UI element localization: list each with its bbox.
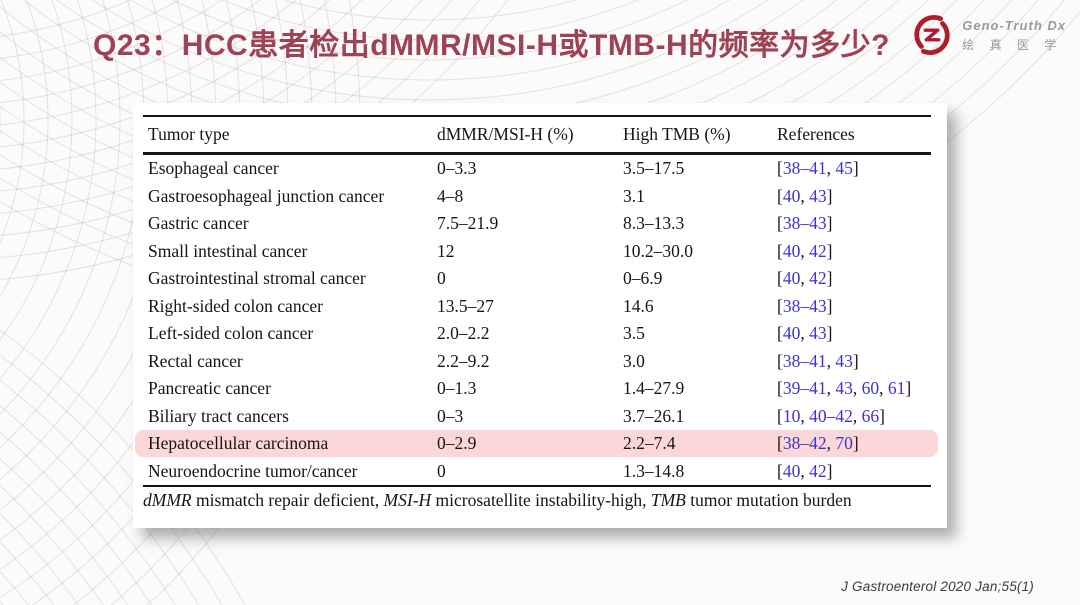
cell-tumor-type: Hepatocellular carcinoma bbox=[148, 433, 329, 453]
geno-truth-logo-icon bbox=[914, 14, 950, 56]
cell-high-tmb: 3.5–17.5 bbox=[623, 158, 685, 178]
table-footnote-row: dMMR mismatch repair deficient, MSI-H mi… bbox=[143, 486, 931, 515]
cell-high-tmb: 3.0 bbox=[623, 350, 645, 371]
table-row: Pancreatic cancer 0–1.3 1.4–27.9 [39–41,… bbox=[143, 375, 931, 403]
column-header-high-tmb: High TMB (%) bbox=[623, 115, 777, 155]
table-row: Neuroendocrine tumor/cancer 0 1.3–14.8 [… bbox=[143, 457, 931, 487]
cell-tumor-type: Neuroendocrine tumor/cancer bbox=[143, 457, 437, 487]
cell-references: [38–43] bbox=[777, 213, 833, 233]
cell-tumor-type: Left-sided colon cancer bbox=[148, 323, 314, 343]
cell-references: [38–43] bbox=[777, 295, 833, 316]
cell-high-tmb: 3.5 bbox=[623, 323, 645, 343]
cell-tumor-type: Pancreatic cancer bbox=[148, 378, 271, 398]
column-header-references: References bbox=[777, 115, 931, 155]
cell-dmmr-msih: 4–8 bbox=[437, 185, 464, 206]
cell-tumor-type: Gastric cancer bbox=[148, 213, 249, 233]
table-header-row: Tumor type dMMR/MSI-H (%) High TMB (%) R… bbox=[143, 115, 931, 155]
table-row: Gastrointestinal stromal cancer 0 0–6.9 … bbox=[143, 265, 931, 293]
cell-references: [39–41, 43, 60, 61] bbox=[777, 378, 912, 398]
cell-high-tmb: 8.3–13.3 bbox=[623, 213, 685, 233]
table-row: Gastric cancer 7.5–21.9 8.3–13.3 [38–43] bbox=[143, 210, 931, 238]
cell-tumor-type: Gastroesophageal junction cancer bbox=[148, 185, 385, 206]
logo: Geno-Truth Dx 绘 真 医 学 bbox=[909, 12, 1066, 58]
cell-dmmr-msih: 0–3.3 bbox=[437, 158, 477, 178]
cell-references: [40, 43] bbox=[777, 323, 833, 343]
cell-dmmr-msih: 0–2.9 bbox=[437, 433, 477, 453]
footnote-part: TMB bbox=[650, 490, 686, 510]
cell-tumor-type: Right-sided colon cancer bbox=[148, 295, 323, 316]
table-row: Hepatocellular carcinoma 0–2.9 2.2–7.4 [… bbox=[143, 430, 931, 458]
page-title: Q23：HCC患者检出dMMR/MSI-H或TMB-H的频率为多少? bbox=[93, 29, 890, 62]
cell-references: [38–42, 70] bbox=[777, 433, 859, 453]
footnote-part: tumor mutation burden bbox=[685, 490, 852, 510]
table-row: Left-sided colon cancer 2.0–2.2 3.5 [40,… bbox=[143, 320, 931, 348]
cell-tumor-type: Biliary tract cancers bbox=[148, 405, 289, 426]
cell-high-tmb: 2.2–7.4 bbox=[623, 433, 676, 453]
cell-dmmr-msih: 13.5–27 bbox=[437, 295, 494, 316]
cell-high-tmb: 3.7–26.1 bbox=[623, 405, 685, 426]
cell-high-tmb: 3.1 bbox=[623, 185, 645, 206]
cell-references: [10, 40–42, 66] bbox=[777, 405, 885, 426]
cell-references: [40, 43] bbox=[777, 185, 833, 206]
table-row: Small intestinal cancer 12 10.2–30.0 [40… bbox=[143, 238, 931, 266]
table-card: Tumor type dMMR/MSI-H (%) High TMB (%) R… bbox=[133, 103, 947, 528]
cell-tumor-type: Rectal cancer bbox=[148, 350, 243, 371]
tumor-frequency-table: Tumor type dMMR/MSI-H (%) High TMB (%) R… bbox=[143, 115, 931, 515]
cell-dmmr-msih: 0–1.3 bbox=[437, 378, 477, 398]
citation: J Gastroenterol 2020 Jan;55(1) bbox=[841, 579, 1034, 594]
table-row: Gastroesophageal junction cancer 4–8 3.1… bbox=[143, 183, 931, 211]
cell-dmmr-msih: 0 bbox=[437, 457, 623, 487]
cell-dmmr-msih: 7.5–21.9 bbox=[437, 213, 499, 233]
cell-references: [38–41, 45] bbox=[777, 158, 859, 178]
footnote-part: mismatch repair deficient, bbox=[191, 490, 384, 510]
cell-tumor-type: Gastrointestinal stromal cancer bbox=[148, 268, 366, 288]
column-header-tumor-type: Tumor type bbox=[143, 115, 437, 155]
cell-tumor-type: Esophageal cancer bbox=[148, 158, 279, 178]
cell-dmmr-msih: 2.2–9.2 bbox=[437, 350, 490, 371]
table-footnote: dMMR mismatch repair deficient, MSI-H mi… bbox=[143, 486, 931, 515]
column-header-dmmr-msih: dMMR/MSI-H (%) bbox=[437, 115, 623, 155]
cell-high-tmb: 0–6.9 bbox=[623, 268, 663, 288]
table-row: Biliary tract cancers 0–3 3.7–26.1 [10, … bbox=[143, 403, 931, 431]
table-row: Esophageal cancer 0–3.3 3.5–17.5 [38–41,… bbox=[143, 154, 931, 183]
cell-dmmr-msih: 2.0–2.2 bbox=[437, 323, 490, 343]
cell-dmmr-msih: 0 bbox=[437, 268, 446, 288]
logo-name-en: Geno-Truth Dx bbox=[962, 17, 1066, 33]
cell-references: [38–41, 43] bbox=[777, 350, 859, 371]
footnote-part: dMMR bbox=[143, 490, 192, 510]
cell-high-tmb: 14.6 bbox=[623, 295, 654, 316]
cell-dmmr-msih: 12 bbox=[437, 240, 455, 261]
table-row: Right-sided colon cancer 13.5–27 14.6 [3… bbox=[143, 293, 931, 321]
table-body: Esophageal cancer 0–3.3 3.5–17.5 [38–41,… bbox=[143, 154, 931, 487]
cell-references: [40, 42] bbox=[777, 457, 931, 487]
logo-text: Geno-Truth Dx 绘 真 医 学 bbox=[962, 18, 1066, 53]
cell-references: [40, 42] bbox=[777, 268, 833, 288]
cell-high-tmb: 1.3–14.8 bbox=[623, 457, 777, 487]
cell-high-tmb: 1.4–27.9 bbox=[623, 378, 685, 398]
footnote-part: MSI-H bbox=[383, 490, 432, 510]
footnote-part: microsatellite instability-high, bbox=[431, 490, 651, 510]
cell-high-tmb: 10.2–30.0 bbox=[623, 240, 693, 261]
table-row: Rectal cancer 2.2–9.2 3.0 [38–41, 43] bbox=[143, 348, 931, 376]
cell-tumor-type: Small intestinal cancer bbox=[148, 240, 308, 261]
highlight-band bbox=[135, 430, 938, 457]
cell-dmmr-msih: 0–3 bbox=[437, 405, 464, 426]
cell-references: [40, 42] bbox=[777, 240, 833, 261]
logo-name-zh: 绘 真 医 学 bbox=[962, 37, 1063, 52]
